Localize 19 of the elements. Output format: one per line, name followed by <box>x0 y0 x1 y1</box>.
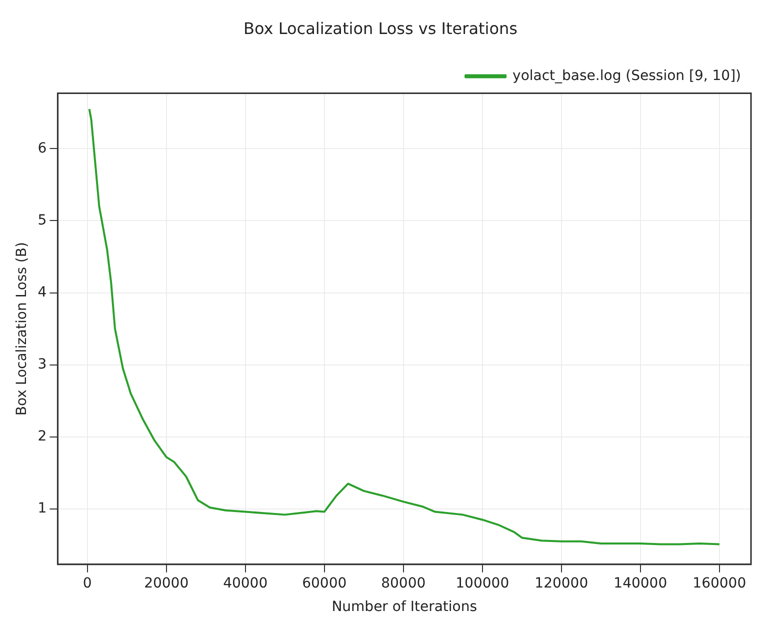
x-tick-label: 140000 <box>614 575 668 592</box>
y-tick-label: 2 <box>38 428 47 445</box>
y-tick-label: 3 <box>38 356 47 372</box>
chart-title: Box Localization Loss vs Iterations <box>244 18 518 38</box>
x-tick-label: 20000 <box>144 575 189 592</box>
x-tick-label: 0 <box>82 575 92 592</box>
x-tick-label: 40000 <box>223 575 268 592</box>
x-tick-label: 80000 <box>381 575 426 592</box>
legend-label: yolact_base.log (Session [9, 10]) <box>512 68 742 84</box>
y-tick-label: 4 <box>38 284 47 300</box>
x-tick-label: 60000 <box>302 575 347 592</box>
x-tick-label: 160000 <box>692 575 746 592</box>
x-axis-title: Number of Iterations <box>332 599 478 616</box>
x-tick-label: 120000 <box>534 575 588 592</box>
y-tick-label: 5 <box>38 212 47 228</box>
x-tick-label: 100000 <box>456 575 510 592</box>
y-tick-label: 1 <box>38 500 47 517</box>
y-axis-title: Box Localization Loss (B) <box>14 242 30 416</box>
y-tick-label: 6 <box>38 140 47 156</box>
